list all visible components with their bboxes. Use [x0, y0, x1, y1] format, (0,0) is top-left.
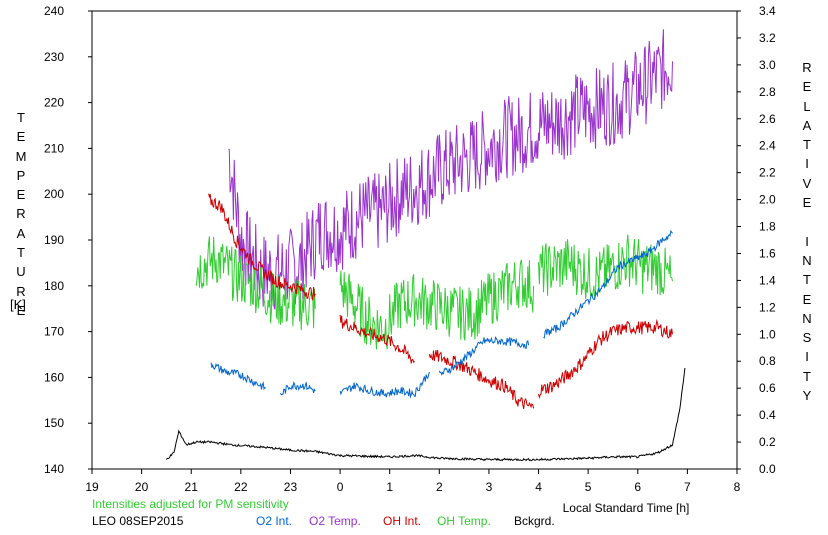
series-line-o2-int: [280, 381, 316, 396]
right-tick-label: 0.8: [759, 354, 776, 368]
series-line-oh-int: [208, 193, 316, 302]
right-tick-label: 2.0: [759, 193, 776, 207]
sensitivity-note: Intensities adjusted for PM sensitivity: [92, 497, 289, 511]
left-tick-label: 220: [44, 96, 64, 110]
legend-oh-int: OH Int.: [383, 514, 422, 528]
left-tick-label: 230: [44, 50, 64, 64]
x-tick-label: 7: [684, 480, 691, 494]
left-tick-label: 200: [44, 187, 64, 201]
left-tick-label: 150: [44, 416, 64, 430]
left-tick-label: 160: [44, 370, 64, 384]
series-layer: [166, 29, 686, 462]
right-tick-label: 1.6: [759, 246, 776, 260]
series-line-oh-int: [339, 314, 415, 364]
series-line-o2-temp: [228, 29, 673, 310]
right-tick-label: 3.2: [759, 31, 776, 45]
series-line-o2-int: [339, 371, 430, 399]
x-tick-label: 1: [386, 480, 393, 494]
series-line-oh-temp: [195, 236, 316, 331]
legend-o2-temp: O2 Temp.: [309, 514, 361, 528]
right-tick-label: 3.4: [759, 4, 776, 18]
x-axis-ticks: 19 20 21 22 23 0 1 2 3 4 5 6 7 8: [85, 469, 741, 494]
left-tick-label: 240: [44, 4, 64, 18]
x-tick-label: 19: [85, 480, 99, 494]
right-tick-label: 2.4: [759, 139, 776, 153]
right-tick-label: 2.6: [759, 112, 776, 126]
x-tick-label: 6: [634, 480, 641, 494]
legend-o2-int: O2 Int.: [256, 514, 293, 528]
right-tick-label: 1.4: [759, 273, 776, 287]
series-line-oh-int: [538, 318, 673, 400]
legend-oh-temp: OH Temp.: [437, 514, 491, 528]
x-tick-label: 21: [185, 480, 199, 494]
left-axis-unit: [K]: [10, 297, 26, 312]
x-tick-label: 3: [486, 480, 493, 494]
x-tick-label: 8: [734, 480, 741, 494]
x-tick-label: 5: [585, 480, 592, 494]
left-tick-label: 180: [44, 279, 64, 293]
series-line-o2-int: [543, 229, 673, 339]
right-tick-label: 0.4: [759, 408, 776, 422]
x-axis-label: Local Standard Time [h]: [563, 501, 690, 515]
left-axis-ticks: 140 150 160 170 180 190 200 210 220 230 240: [44, 4, 92, 476]
x-tick-label: 20: [135, 480, 149, 494]
right-tick-label: 1.8: [759, 220, 776, 234]
x-tick-label: 23: [284, 480, 298, 494]
right-tick-label: 1.2: [759, 300, 776, 314]
right-tick-label: 2.2: [759, 166, 776, 180]
series-line-oh-int: [428, 350, 535, 410]
station-label: LEO 08SEP2015: [92, 514, 184, 528]
right-tick-label: 2.8: [759, 85, 776, 99]
left-tick-label: 140: [44, 462, 64, 476]
series-line-o2-int: [210, 362, 266, 391]
left-tick-label: 190: [44, 233, 64, 247]
left-tick-label: 210: [44, 141, 64, 155]
series-line-o2-int: [438, 336, 530, 376]
right-tick-label: 1.0: [759, 327, 776, 341]
x-tick-label: 0: [337, 480, 344, 494]
right-tick-label: 0.0: [759, 462, 776, 476]
series-line-bckgrd: [166, 367, 686, 462]
right-axis-ticks: 0.0 0.2 0.4 0.6 0.8 1.0 1.2 1.4 1.6 1.8 2.0 2.2 2.4 2…: [737, 4, 776, 476]
x-tick-label: 4: [535, 480, 542, 494]
right-tick-label: 0.6: [759, 381, 776, 395]
right-tick-label: 3.0: [759, 58, 776, 72]
x-tick-label: 2: [436, 480, 443, 494]
series-line-oh-temp: [538, 234, 673, 300]
right-tick-label: 0.2: [759, 435, 776, 449]
left-tick-label: 170: [44, 325, 64, 339]
x-tick-label: 22: [234, 480, 248, 494]
legend-bckgrd: Bckgrd.: [514, 514, 555, 528]
